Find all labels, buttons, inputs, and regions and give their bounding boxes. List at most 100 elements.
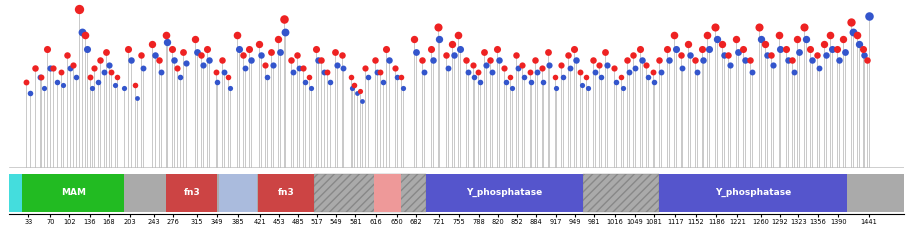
Point	[257, 63, 272, 67]
Point	[453, 47, 467, 51]
Point	[633, 47, 647, 51]
Point	[460, 70, 475, 74]
Point	[40, 47, 55, 51]
Point	[504, 86, 519, 90]
Point	[368, 58, 383, 62]
Point	[439, 53, 454, 57]
Point	[641, 75, 656, 78]
Bar	[314, 174, 426, 212]
Bar	[9, 174, 904, 212]
Point	[764, 53, 779, 57]
Point	[176, 50, 191, 54]
Point	[675, 66, 689, 70]
Point	[837, 50, 852, 54]
Point	[849, 34, 864, 37]
Bar	[218, 174, 257, 212]
Point	[133, 53, 148, 57]
Point	[682, 53, 697, 57]
Point	[573, 70, 588, 74]
Point	[320, 70, 334, 74]
Point	[862, 14, 876, 17]
Bar	[426, 174, 582, 212]
Point	[358, 66, 373, 70]
Point	[229, 34, 244, 37]
Point	[394, 75, 409, 78]
Point	[729, 37, 743, 41]
Point	[715, 42, 729, 46]
Point	[194, 53, 209, 57]
Point	[478, 63, 493, 67]
Point	[528, 58, 542, 62]
Point	[522, 70, 537, 74]
Point	[857, 53, 872, 57]
Point	[845, 30, 860, 34]
Point	[647, 80, 662, 84]
Point	[266, 63, 280, 67]
Point	[68, 75, 83, 78]
Bar	[166, 174, 217, 212]
Point	[458, 58, 473, 62]
Point	[34, 75, 48, 78]
Point	[482, 58, 497, 62]
Point	[851, 42, 866, 46]
Point	[97, 70, 111, 74]
Point	[259, 75, 274, 78]
Point	[470, 70, 485, 74]
Bar	[374, 174, 402, 212]
Point	[349, 91, 363, 95]
Point	[441, 66, 456, 70]
Point	[598, 50, 613, 54]
Point	[144, 42, 159, 46]
Point	[735, 47, 750, 51]
Point	[824, 47, 839, 51]
Point	[416, 70, 431, 74]
Point	[343, 75, 358, 78]
Point	[190, 50, 205, 54]
Point	[148, 53, 163, 57]
Point	[124, 58, 139, 62]
Point	[446, 53, 461, 57]
Point	[451, 34, 466, 37]
Point	[566, 47, 581, 51]
Point	[659, 47, 674, 51]
Point	[689, 70, 704, 74]
Point	[600, 63, 614, 67]
Point	[376, 80, 391, 84]
Point	[23, 91, 37, 95]
Point	[210, 80, 225, 84]
Point	[666, 34, 681, 37]
Point	[202, 58, 216, 62]
Point	[66, 63, 80, 67]
Point	[173, 75, 188, 78]
Point	[277, 17, 291, 21]
Point	[561, 53, 576, 57]
Point	[334, 53, 349, 57]
Bar	[22, 174, 124, 212]
Point	[550, 86, 564, 90]
Point	[28, 66, 43, 70]
Point	[216, 70, 231, 74]
Point	[208, 70, 223, 74]
Point	[766, 63, 781, 67]
Point	[82, 75, 97, 78]
Point	[680, 42, 695, 46]
Point	[542, 63, 557, 67]
Point	[291, 66, 306, 70]
Point	[90, 80, 105, 84]
Point	[792, 50, 806, 54]
Point	[75, 30, 89, 34]
Point	[254, 53, 268, 57]
Point	[179, 61, 194, 65]
Point	[309, 47, 323, 51]
Point	[645, 70, 660, 74]
Point	[215, 58, 229, 62]
Point	[696, 58, 710, 62]
Point	[286, 70, 300, 74]
Point	[310, 58, 325, 62]
Point	[661, 58, 676, 62]
Point	[823, 34, 837, 37]
Point	[424, 47, 438, 51]
Point	[362, 75, 376, 78]
Point	[579, 75, 593, 78]
Point	[415, 58, 429, 62]
